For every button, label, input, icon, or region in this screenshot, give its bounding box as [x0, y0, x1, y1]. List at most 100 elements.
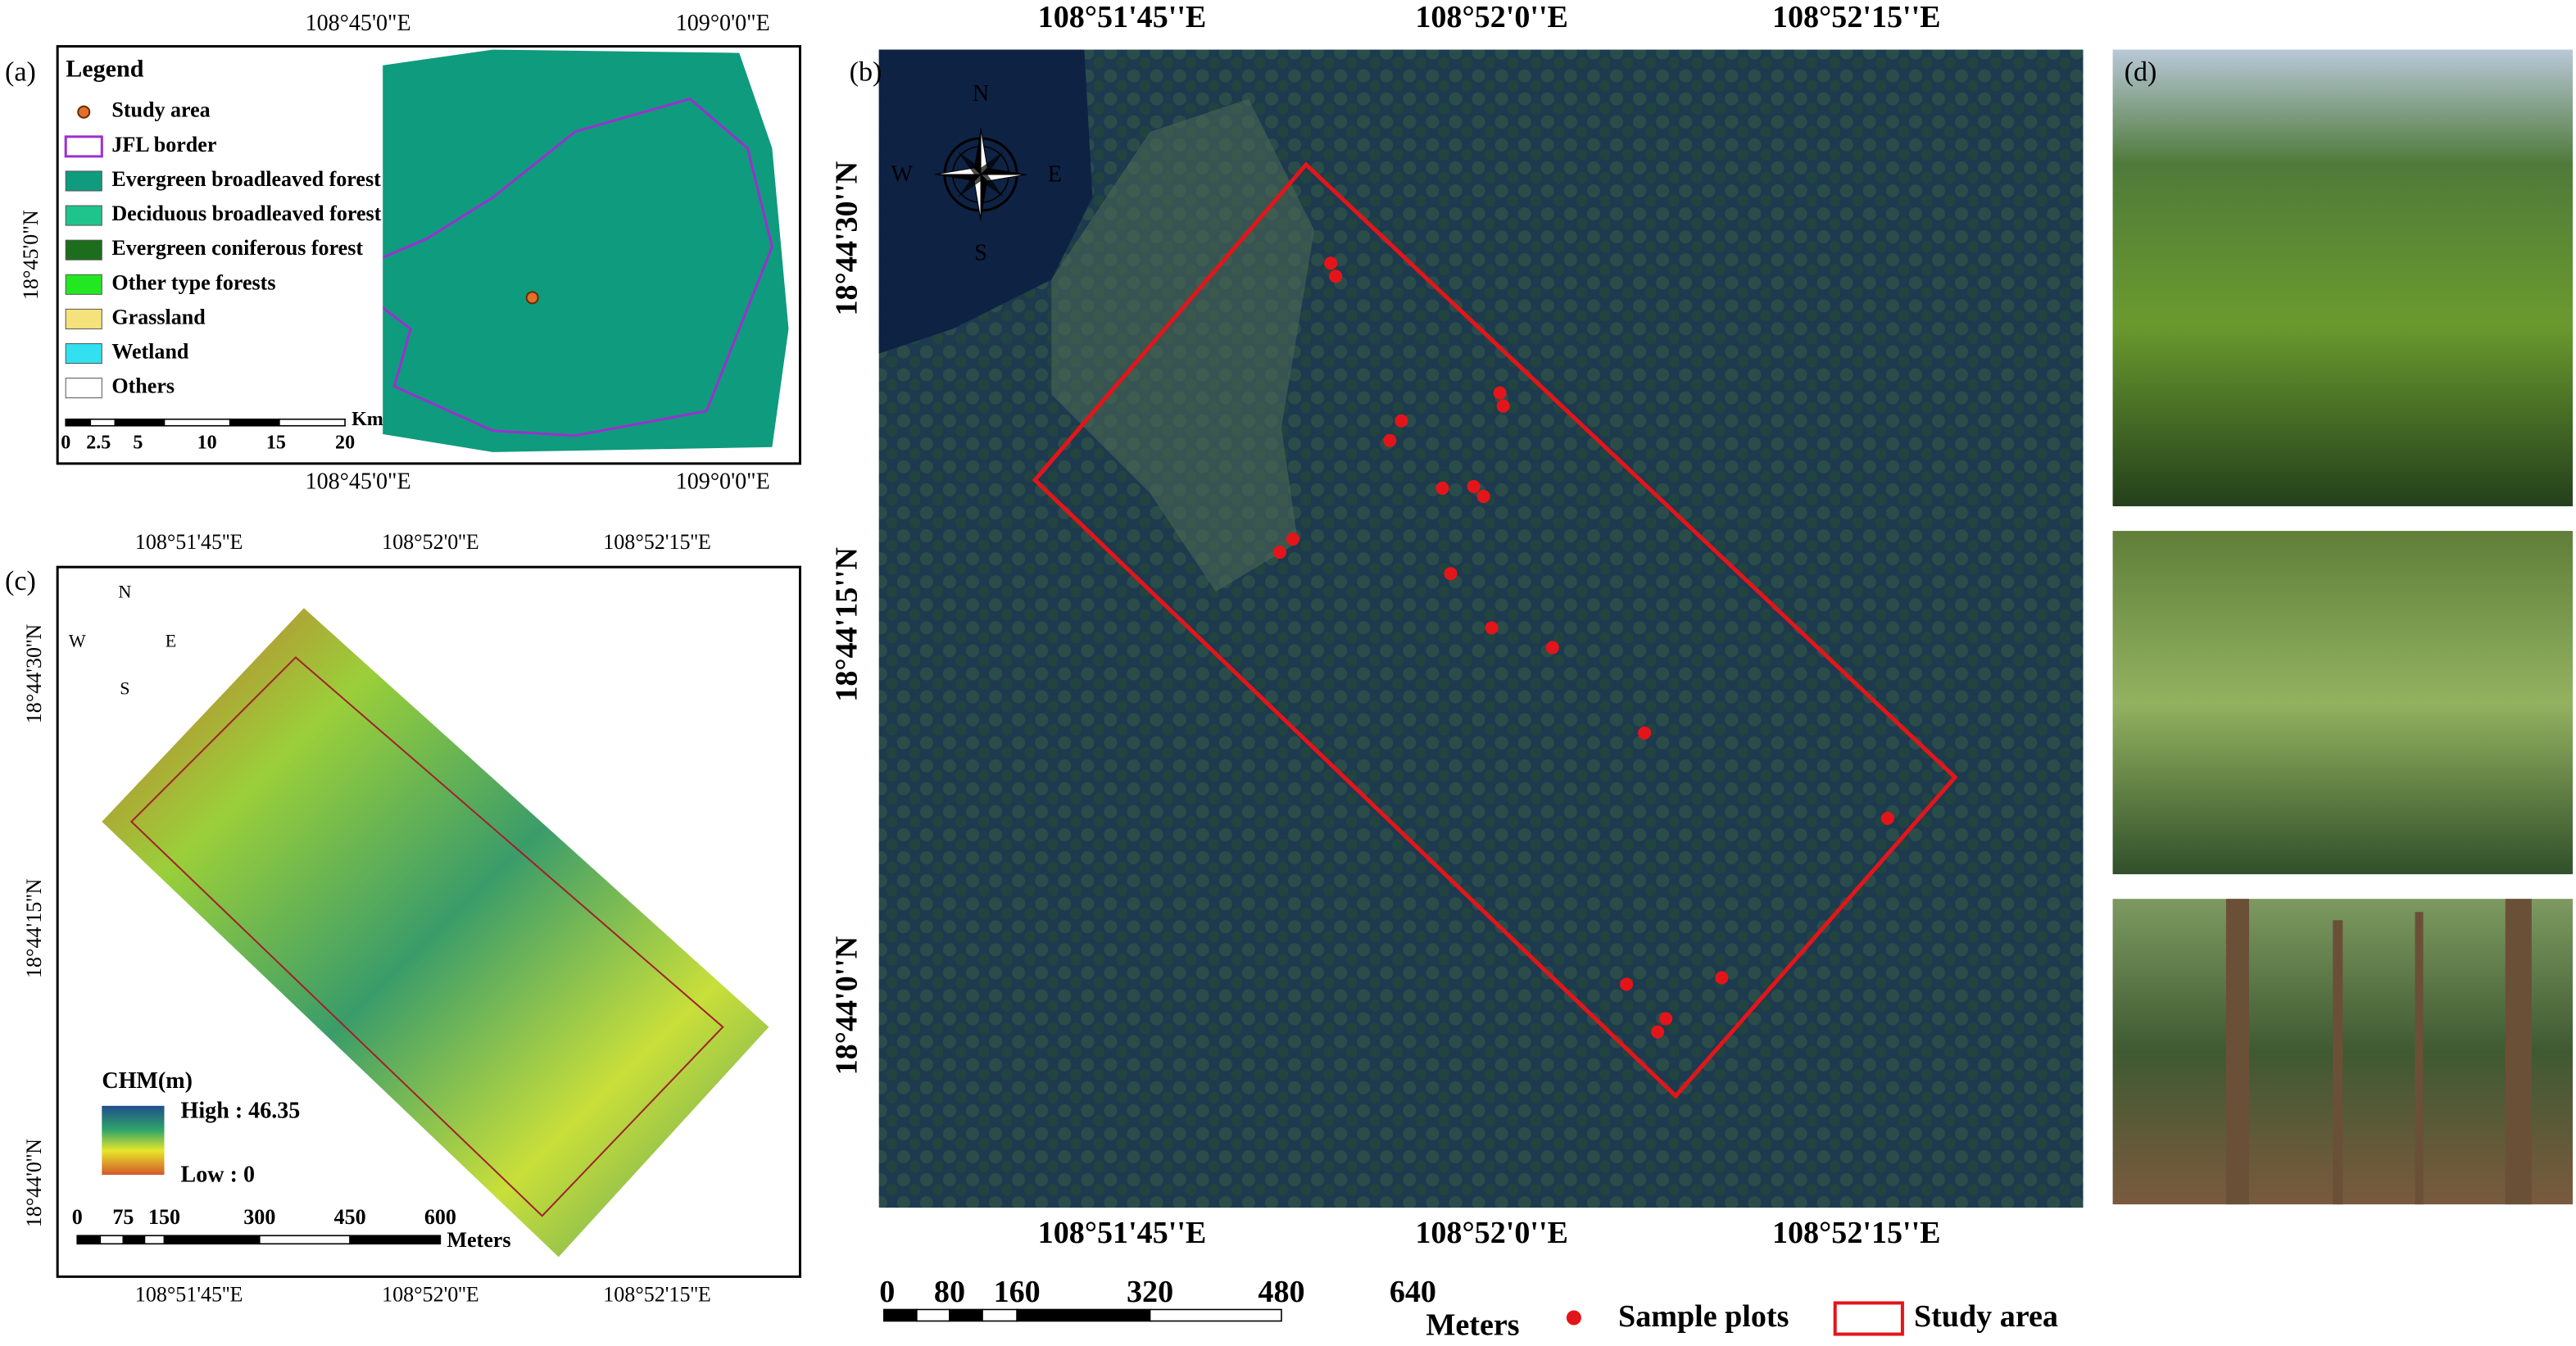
study-area-boundary: [1032, 161, 1958, 1099]
label: 160: [994, 1275, 1041, 1309]
sample-plot: [1272, 546, 1286, 560]
label: 108°51'45''E: [1038, 1216, 1207, 1250]
scale-bar-segment: [916, 1308, 950, 1322]
label: 109°0'0"E: [676, 469, 770, 494]
scale-bar-segment: [114, 418, 166, 427]
label: (b): [850, 57, 882, 87]
label: 108°45'0"E: [306, 469, 411, 494]
sample-plot: [1493, 386, 1507, 400]
label: N: [118, 581, 131, 601]
label: 108°52'15''E: [1772, 1216, 1941, 1250]
label: 18°44'0''N: [829, 936, 864, 1076]
legend-symbol: [65, 342, 102, 365]
label: 300: [243, 1205, 275, 1229]
label: 600: [424, 1205, 456, 1229]
legend-symbol: [1566, 1310, 1581, 1326]
label: Km: [351, 409, 383, 430]
photo-canopy-top: [2112, 49, 2573, 506]
label: E: [166, 630, 176, 650]
chm-raster: [102, 608, 769, 1258]
jfl-border: [368, 97, 773, 437]
scale-bar-segment: [279, 418, 346, 427]
scale-bar-segment: [1149, 1308, 1282, 1322]
label: 18°45'0"N: [19, 210, 43, 300]
label: Low : 0: [181, 1162, 255, 1188]
label: JFL border: [111, 133, 216, 156]
scale-bar-segment: [143, 1235, 166, 1245]
label: W: [891, 161, 914, 187]
label: 75: [112, 1205, 134, 1229]
label: 108°52'15''E: [1772, 0, 1941, 34]
label: Legend: [66, 55, 143, 83]
scale-bar-segment: [163, 418, 231, 427]
sample-plot: [1880, 811, 1894, 825]
label: N: [973, 81, 989, 107]
sample-plot: [1286, 533, 1300, 546]
legend-symbol: [1833, 1301, 1904, 1336]
sample-plot: [1651, 1025, 1665, 1039]
label: 320: [1127, 1275, 1173, 1309]
label: 640: [1390, 1275, 1436, 1309]
scale-bar-segment: [122, 1235, 146, 1245]
sample-plot: [1383, 433, 1397, 447]
label: 108°52'15''E: [603, 530, 711, 554]
legend-symbol: [64, 135, 103, 158]
scale-bar-segment: [99, 1235, 125, 1245]
legend-symbol: [65, 205, 102, 226]
label: (d): [2125, 57, 2157, 87]
label: (c): [5, 566, 36, 596]
label: 18°44'30''N: [22, 624, 46, 724]
sample-plot: [1395, 414, 1408, 428]
sample-plot: [1435, 481, 1449, 495]
label: 108°52'0''E: [382, 530, 479, 554]
scale-bar-segment: [89, 418, 116, 427]
label: Meters: [1426, 1307, 1519, 1342]
label: Others: [111, 374, 175, 398]
sample-plot: [1324, 256, 1338, 270]
sample-plot: [1496, 399, 1510, 413]
study-area-boundary: [129, 656, 724, 1217]
label: Deciduous broadleaved forest: [111, 202, 381, 225]
clearing: [1051, 98, 1315, 592]
label: Evergreen coniferous forest: [111, 236, 363, 260]
legend-symbol: [65, 274, 102, 295]
sample-plot: [1329, 270, 1343, 283]
label: (a): [5, 57, 36, 87]
label: 108°51'45''E: [135, 1282, 243, 1306]
label: 108°52'0''E: [1415, 1216, 1568, 1250]
sample-plot: [1444, 567, 1458, 581]
scale-bar-segment: [76, 1235, 102, 1245]
label: 108°51'45''E: [135, 530, 243, 554]
scale-bar-segment: [163, 1235, 261, 1245]
label: Other type forests: [111, 270, 275, 294]
label: 20: [335, 432, 355, 453]
study-area-marker: [525, 291, 539, 305]
label: Study area: [1914, 1299, 2058, 1334]
scale-bar-segment: [229, 418, 280, 427]
label: 5: [133, 432, 143, 453]
label: 0: [72, 1205, 83, 1229]
label: 108°52'0''E: [1415, 0, 1568, 34]
label: 150: [148, 1205, 180, 1229]
label: 18°44'15''N: [829, 547, 864, 702]
scale-bar-segment: [949, 1308, 983, 1322]
legend-symbol: [77, 105, 91, 119]
legend-symbol: [65, 308, 102, 329]
label: 108°52'15''E: [603, 1282, 711, 1306]
label: 10: [197, 432, 217, 453]
legend-symbol: [65, 170, 102, 192]
label: Grassland: [111, 305, 206, 329]
label: Wetland: [111, 339, 189, 363]
label: 108°51'45''E: [1038, 0, 1207, 34]
sample-plot: [1659, 1012, 1673, 1026]
label: 2.5: [86, 432, 111, 453]
label: 18°44'30''N: [829, 161, 864, 316]
label: Meters: [447, 1228, 510, 1252]
scale-bar-segment: [982, 1308, 1018, 1322]
label: Study area: [111, 98, 210, 122]
scale-bar-segment: [1016, 1308, 1151, 1322]
sample-plot: [1715, 971, 1729, 985]
label: 108°45'0"E: [306, 11, 411, 36]
label: 18°44'0''N: [22, 1139, 46, 1228]
